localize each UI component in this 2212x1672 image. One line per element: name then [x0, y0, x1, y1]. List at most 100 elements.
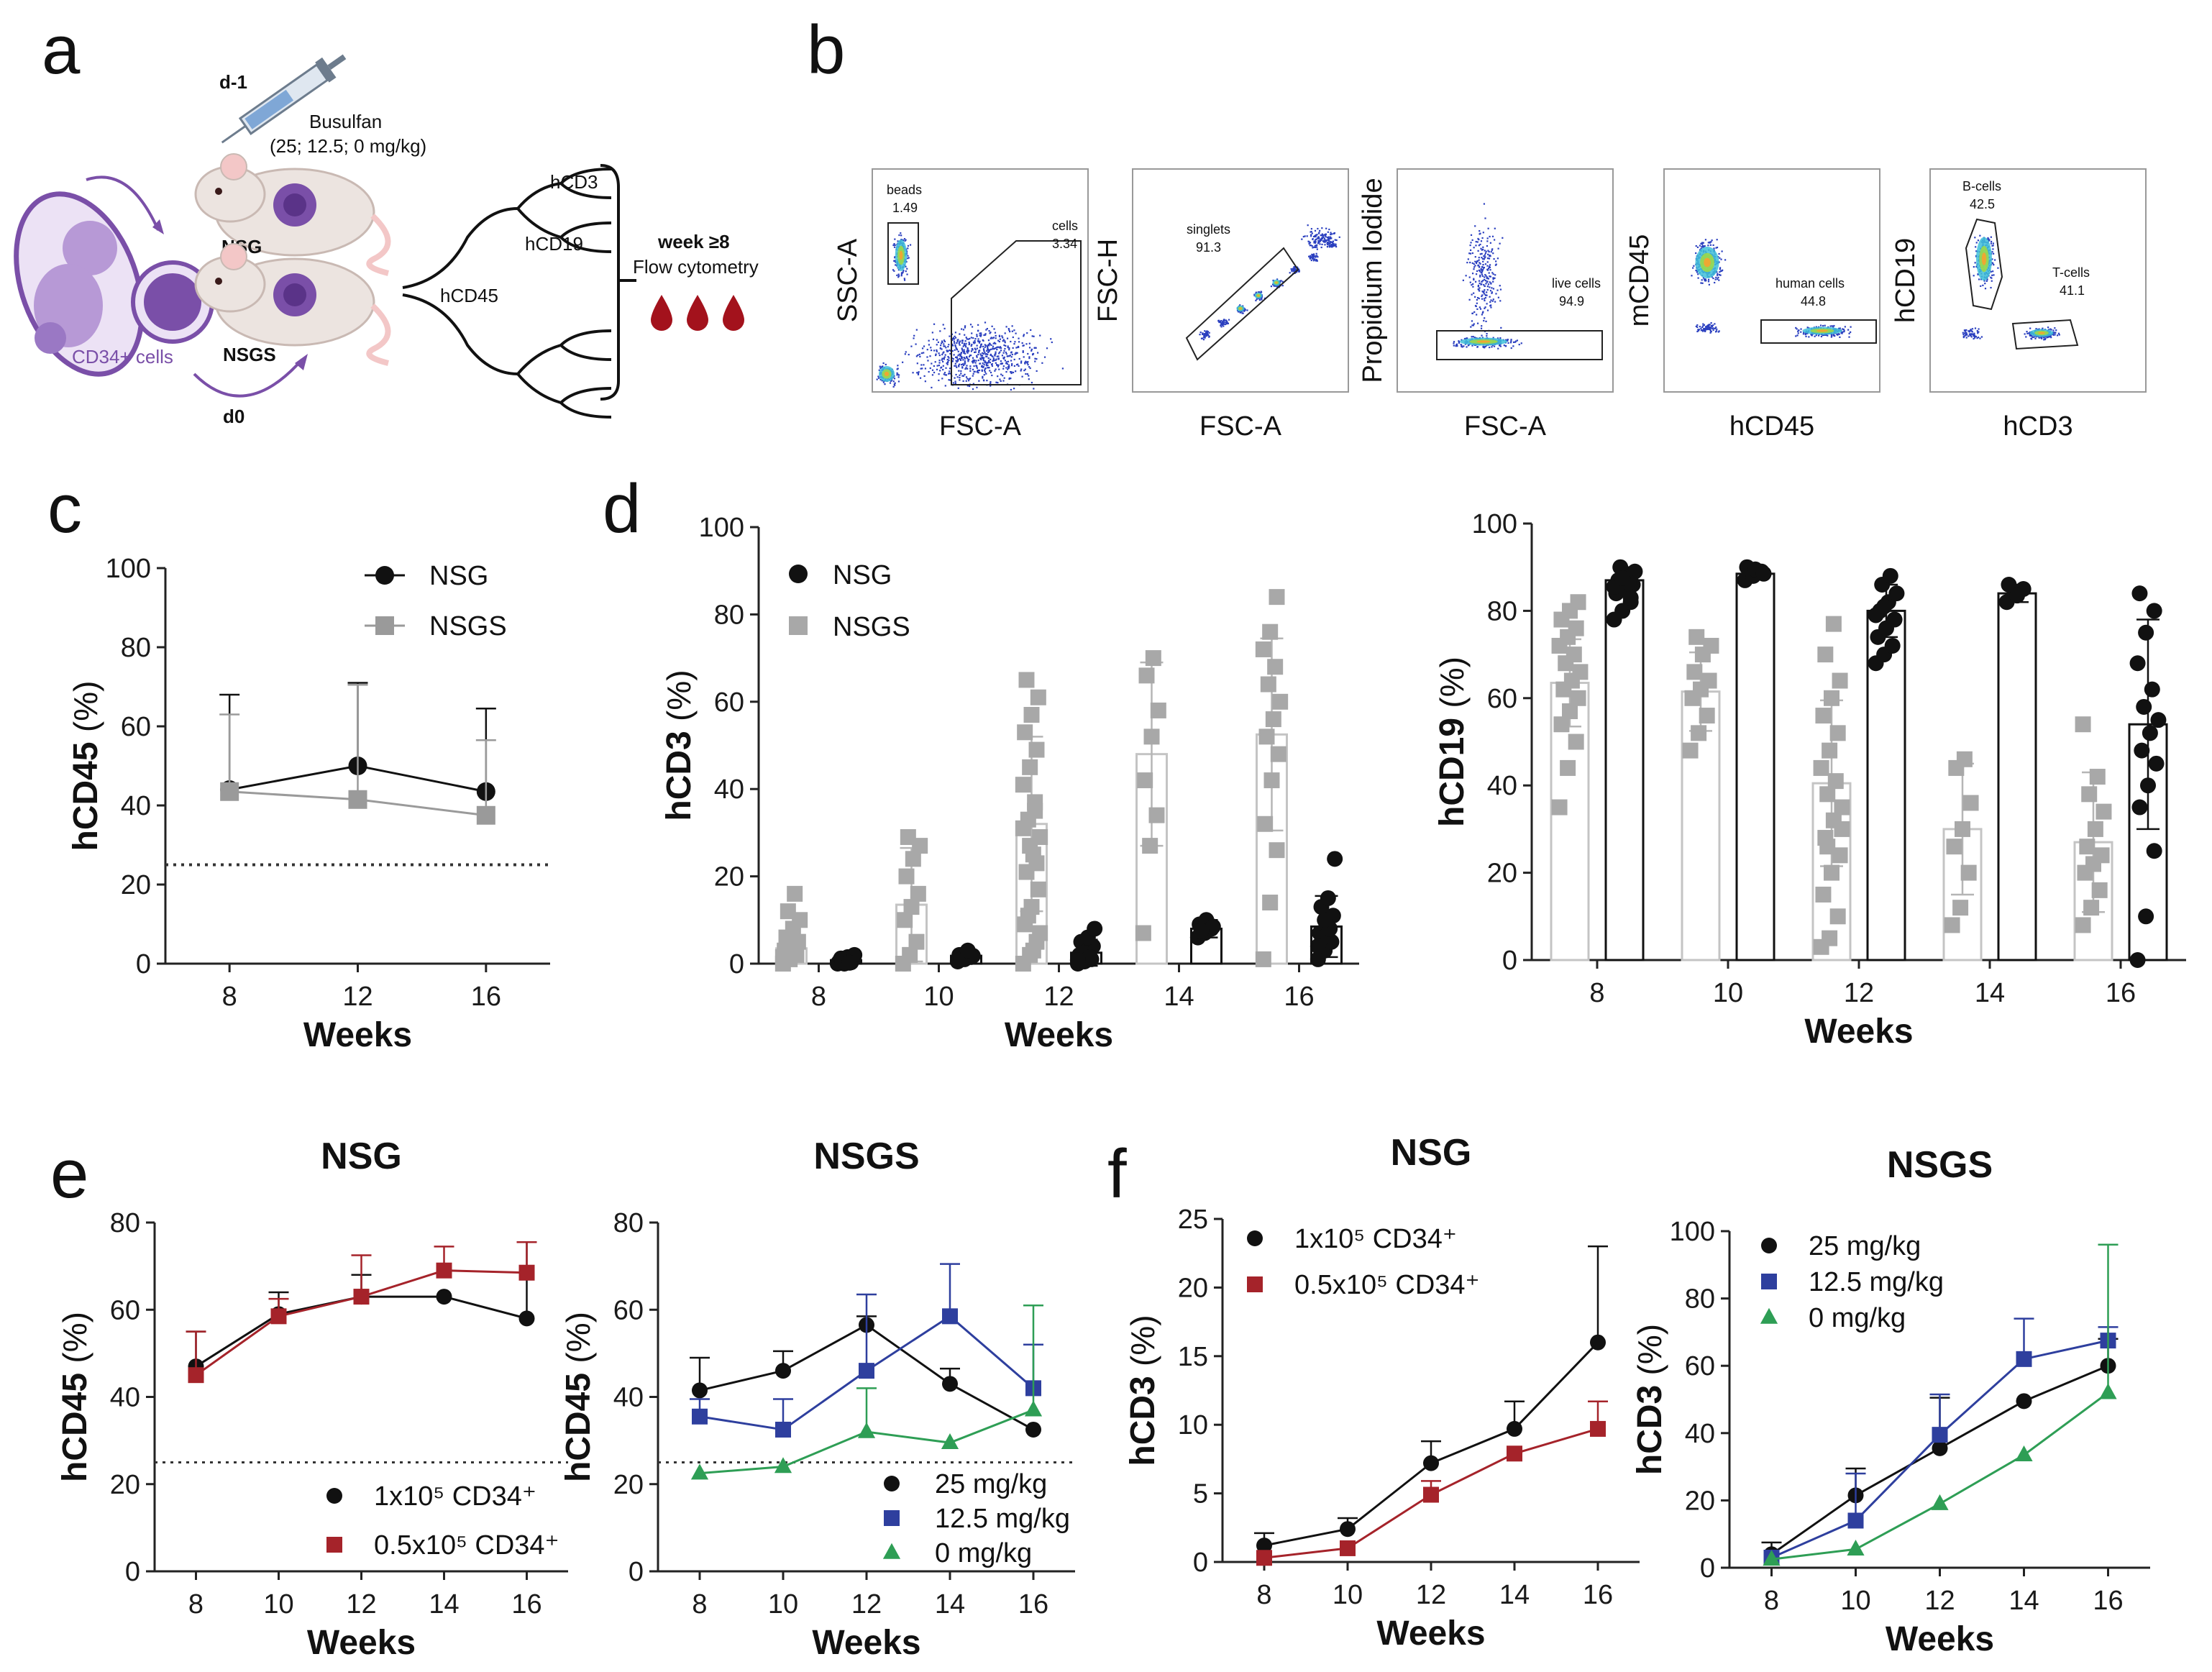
flow-event: [987, 364, 989, 367]
flow-event: [1004, 360, 1006, 362]
flow-event: [941, 348, 943, 350]
flow-event: [1962, 336, 1965, 339]
flow-event: [1499, 337, 1502, 339]
flow-event: [995, 337, 997, 339]
data-point: [353, 1289, 370, 1305]
flow-event: [1701, 242, 1704, 244]
flow-event: [978, 342, 981, 344]
flow-event: [999, 338, 1002, 340]
flow-event: [1475, 262, 1478, 265]
flow-event: [2041, 337, 2043, 339]
flow-event: [1697, 273, 1699, 275]
flow-event: [1707, 278, 1710, 280]
flow-event: [966, 365, 968, 367]
flow-event: [974, 351, 977, 353]
legend-marker: [884, 1510, 900, 1526]
flow-event: [1316, 234, 1318, 236]
data-point: [1258, 728, 1275, 745]
data-point: [1568, 620, 1584, 636]
flow-event: [1037, 352, 1039, 354]
gate: [1436, 330, 1603, 360]
flow-event: [1702, 325, 1704, 327]
flow-event: [2031, 335, 2033, 337]
flow-event: [946, 350, 948, 352]
flow-event: [1482, 260, 1484, 262]
flow-event: [1491, 235, 1494, 237]
data-point: [1691, 725, 1707, 741]
data-point: [775, 1421, 791, 1438]
flow-event: [1218, 321, 1220, 324]
gate-name: beads: [887, 183, 922, 197]
flow-event: [1028, 356, 1030, 358]
y-tick-label: 60: [110, 1295, 140, 1325]
flow-event: [963, 344, 965, 347]
y-tick-label: 60: [613, 1295, 644, 1325]
flow-event: [900, 234, 902, 237]
flow-event: [939, 370, 941, 372]
flow-event: [974, 339, 976, 342]
data-point: [1886, 611, 1903, 628]
flow-event: [1848, 332, 1850, 334]
flow-event: [978, 352, 980, 354]
legend-label: 0 mg/kg: [1809, 1303, 1906, 1333]
flow-event: [1697, 277, 1699, 279]
y-axis-label: hCD45 (%): [559, 1312, 598, 1482]
flow-event: [988, 350, 990, 352]
flow-event: [959, 344, 961, 346]
flow-event: [1800, 331, 1802, 333]
flow-event: [972, 337, 974, 339]
flow-event: [1327, 243, 1329, 246]
flow-event: [1335, 243, 1337, 245]
y-tick-label: 80: [1685, 1284, 1715, 1315]
flow-event: [977, 340, 979, 342]
flow-event: [1003, 357, 1005, 360]
flow-event: [878, 369, 880, 371]
y-tick-label: 10: [1178, 1410, 1208, 1440]
flow-event: [897, 273, 900, 275]
flow-event: [1495, 260, 1497, 262]
flow-event: [1496, 289, 1499, 291]
gate-name: singlets: [1187, 222, 1230, 237]
flow-event: [1515, 340, 1517, 342]
flow-event: [997, 364, 1000, 366]
flow-event: [1475, 241, 1477, 243]
flow-event: [1479, 287, 1481, 289]
flow-event: [895, 264, 897, 266]
flow-event: [1796, 334, 1799, 337]
flow-event: [1009, 330, 1011, 333]
flow-event: [997, 375, 999, 378]
flow-event: [1325, 239, 1327, 242]
flow-event: [928, 344, 930, 346]
flow-event: [1829, 325, 1832, 327]
flow-event: [1993, 264, 1995, 266]
flow-event: [998, 368, 1000, 370]
series-0 mg/kg: [1763, 1243, 2119, 1566]
flow-event: [990, 344, 992, 347]
flow-event: [1242, 312, 1244, 314]
flow-event: [1314, 242, 1317, 244]
flow-event: [987, 347, 989, 350]
flow-event: [1253, 293, 1256, 296]
flow-event: [1325, 227, 1327, 229]
flow-event: [954, 362, 956, 365]
flow-event: [1484, 289, 1486, 291]
data-point: [1269, 842, 1285, 859]
flow-event: [1520, 342, 1522, 344]
flow-event: [992, 360, 994, 362]
flow-event: [1009, 355, 1011, 357]
flow-event: [1477, 250, 1479, 252]
flow-density: [2038, 332, 2045, 334]
data-point: [1822, 742, 1838, 759]
flow-event: [1007, 367, 1010, 370]
flow-event: [1205, 334, 1207, 336]
flow-event: [987, 357, 990, 360]
y-axis-label-main: hCD3: [660, 721, 698, 821]
flow-event: [997, 346, 1000, 348]
flow-event: [1811, 334, 1813, 337]
series-NSGS: [1550, 594, 2113, 961]
flow-event: [893, 242, 895, 245]
flow-event: [1701, 282, 1704, 284]
flow-event: [876, 378, 878, 380]
flow-event: [1257, 291, 1259, 293]
